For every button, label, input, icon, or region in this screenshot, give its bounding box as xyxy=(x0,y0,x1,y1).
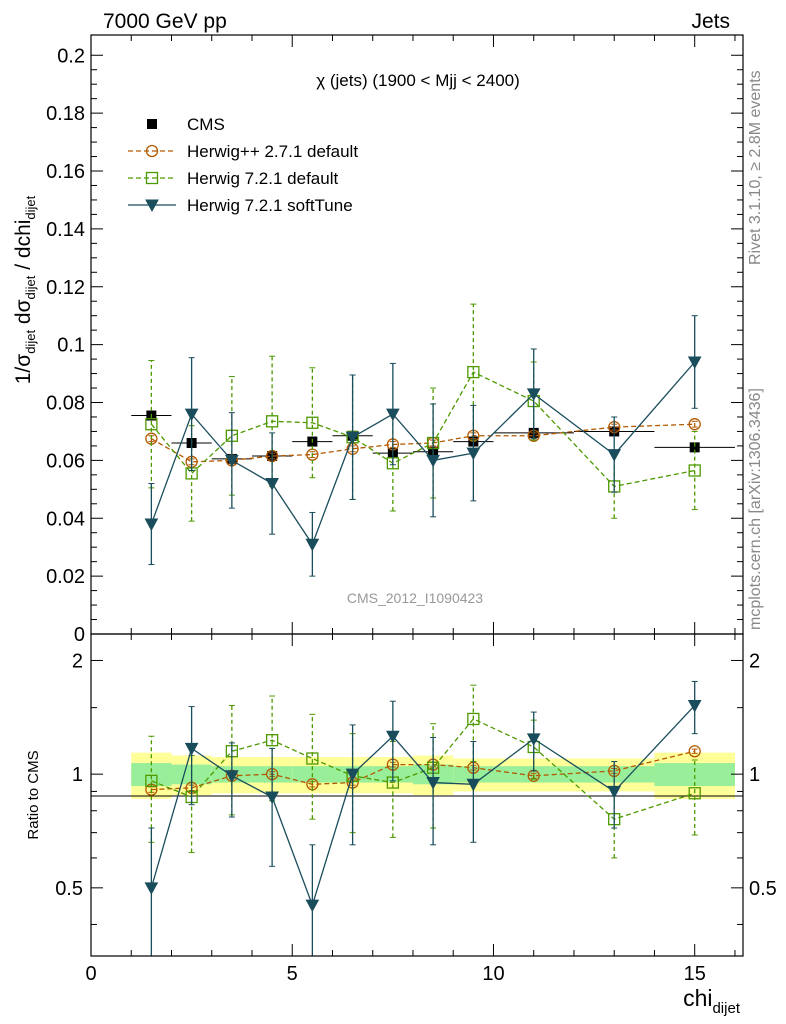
data-point xyxy=(386,730,400,744)
legend-item: Herwig 7.2.1 softTune xyxy=(128,196,353,215)
data-point xyxy=(526,733,541,746)
data-point xyxy=(426,454,440,468)
ratio-y-tick-label-right: 1 xyxy=(749,764,760,786)
series-line xyxy=(150,361,696,546)
series-line xyxy=(151,718,695,820)
main-y-tick-label: 0.12 xyxy=(46,277,85,299)
main-panel: 00.020.040.060.080.10.120.140.160.180.2 … xyxy=(12,34,744,646)
cms-data-point xyxy=(689,442,700,453)
data-point xyxy=(144,518,159,532)
data-point xyxy=(607,449,622,462)
data-point xyxy=(688,745,701,758)
series-line xyxy=(150,705,696,908)
main-y-tick-label: 0.06 xyxy=(46,450,85,472)
main-title: χ (jets) (1900 < Mjj < 2400) xyxy=(316,71,520,90)
ratio-y-tick-label-right: 2 xyxy=(749,650,760,672)
legend-label: Herwig++ 2.7.1 default xyxy=(187,142,358,161)
legend-item: Herwig 7.2.1 default xyxy=(128,169,338,188)
ratio-x-tick-label: 5 xyxy=(287,963,298,985)
series-herwig-7-2-1-softtune xyxy=(144,680,702,957)
legend-marker xyxy=(147,119,157,129)
legend-item: CMS xyxy=(147,115,225,134)
main-y-ticks: 0 0.02 0.04 0.06 0.08 0.1 0.12 0.14 0.16 0.18 0.2 xyxy=(46,45,743,646)
legend-label: Herwig 7.2.1 default xyxy=(187,169,338,188)
data-point xyxy=(145,774,158,787)
ratio-y-tick-label: 1 xyxy=(72,764,83,786)
data-point xyxy=(466,447,481,461)
main-y-tick-label: 0.14 xyxy=(46,219,85,241)
ratio-y-tick-label: 2 xyxy=(72,650,83,672)
data-point xyxy=(306,752,319,765)
inner-band xyxy=(654,763,735,787)
series-line xyxy=(150,371,695,488)
main-y-tick-label: 0.2 xyxy=(57,45,85,67)
data-point xyxy=(467,365,480,379)
svg-text:1/σdijet dσdijet / dchidijet: 1/σdijet dσdijet / dchidijet xyxy=(12,195,38,384)
main-y-tick-label: 0.16 xyxy=(46,161,85,183)
ratio-x-tick-label: 15 xyxy=(684,963,706,985)
legend-marker xyxy=(145,171,159,185)
legend-marker xyxy=(145,144,159,158)
data-point xyxy=(345,431,360,445)
legend-marker xyxy=(145,199,159,213)
legend-item: Herwig++ 2.7.1 default xyxy=(128,142,358,161)
ratio-x-ticks: 0 5 10 15 xyxy=(85,634,736,985)
inner-band xyxy=(131,763,172,787)
data-point xyxy=(426,777,440,790)
data-point xyxy=(688,787,701,800)
data-point xyxy=(466,778,481,792)
legend-label: CMS xyxy=(187,115,225,134)
data-point xyxy=(225,454,239,468)
ratio-y-tick-label: 0.5 xyxy=(55,878,83,900)
data-point xyxy=(265,734,279,747)
data-point xyxy=(688,464,701,477)
data-point xyxy=(225,770,239,783)
rivet-label: Rivet 3.1.10, ≥ 2.8M events xyxy=(747,70,764,265)
main-y-axis-label: 1/σdijet dσdijet / dchidijet xyxy=(12,195,38,384)
data-point xyxy=(145,418,158,431)
main-y-tick-label: 0.18 xyxy=(46,103,85,125)
watermark: CMS_2012_I1090423 xyxy=(347,590,483,606)
data-point xyxy=(305,538,320,552)
data-point xyxy=(184,742,199,756)
ratio-panel: 0.5 0.5 1 1 2 2 0 5 10 15 Ratio to CMS chidijet xyxy=(25,633,777,1017)
data-point xyxy=(265,415,279,428)
data-point xyxy=(688,418,701,431)
data-point xyxy=(607,785,622,799)
data-point xyxy=(265,791,279,805)
header-right: Jets xyxy=(691,10,730,33)
ratio-y-axis-label: Ratio to CMS xyxy=(25,750,42,839)
ratio-frame xyxy=(90,633,744,957)
main-y-tick-label: 0.02 xyxy=(46,566,85,588)
data-point xyxy=(687,699,702,713)
data-point xyxy=(184,408,199,422)
data-point xyxy=(265,478,279,491)
ratio-x-tick-label: 0 xyxy=(85,963,96,985)
data-point xyxy=(386,408,400,422)
data-point xyxy=(306,416,319,429)
series-line xyxy=(151,423,695,463)
main-y-tick-label: 0.08 xyxy=(46,393,85,415)
ratio-y-tick-label-right: 0.5 xyxy=(749,878,777,900)
main-y-tick-label: 0 xyxy=(74,624,85,646)
data-point xyxy=(467,712,480,726)
mcplots-label: mcplots.cern.ch [arXiv:1306.3436] xyxy=(747,388,764,630)
data-point xyxy=(345,768,360,782)
series-line xyxy=(151,750,695,791)
x-axis-label: chidijet xyxy=(683,985,741,1017)
main-y-tick-label: 0.04 xyxy=(46,508,85,530)
legend: CMS Herwig++ 2.7.1 default Herwig 7.2.1 de… xyxy=(128,115,358,215)
ratio-y-ticks: 0.5 0.5 1 1 2 2 xyxy=(55,650,777,925)
series-herwig-7-2-1-softtune xyxy=(144,315,702,577)
main-y-tick-label: 0.1 xyxy=(57,335,85,357)
data-point xyxy=(144,882,159,895)
data-point xyxy=(305,899,320,913)
data-point xyxy=(687,356,702,370)
data-point xyxy=(526,388,541,401)
legend-label: Herwig 7.2.1 softTune xyxy=(187,196,353,215)
header-left: 7000 GeV pp xyxy=(103,10,227,33)
ratio-x-tick-label: 10 xyxy=(482,963,504,985)
